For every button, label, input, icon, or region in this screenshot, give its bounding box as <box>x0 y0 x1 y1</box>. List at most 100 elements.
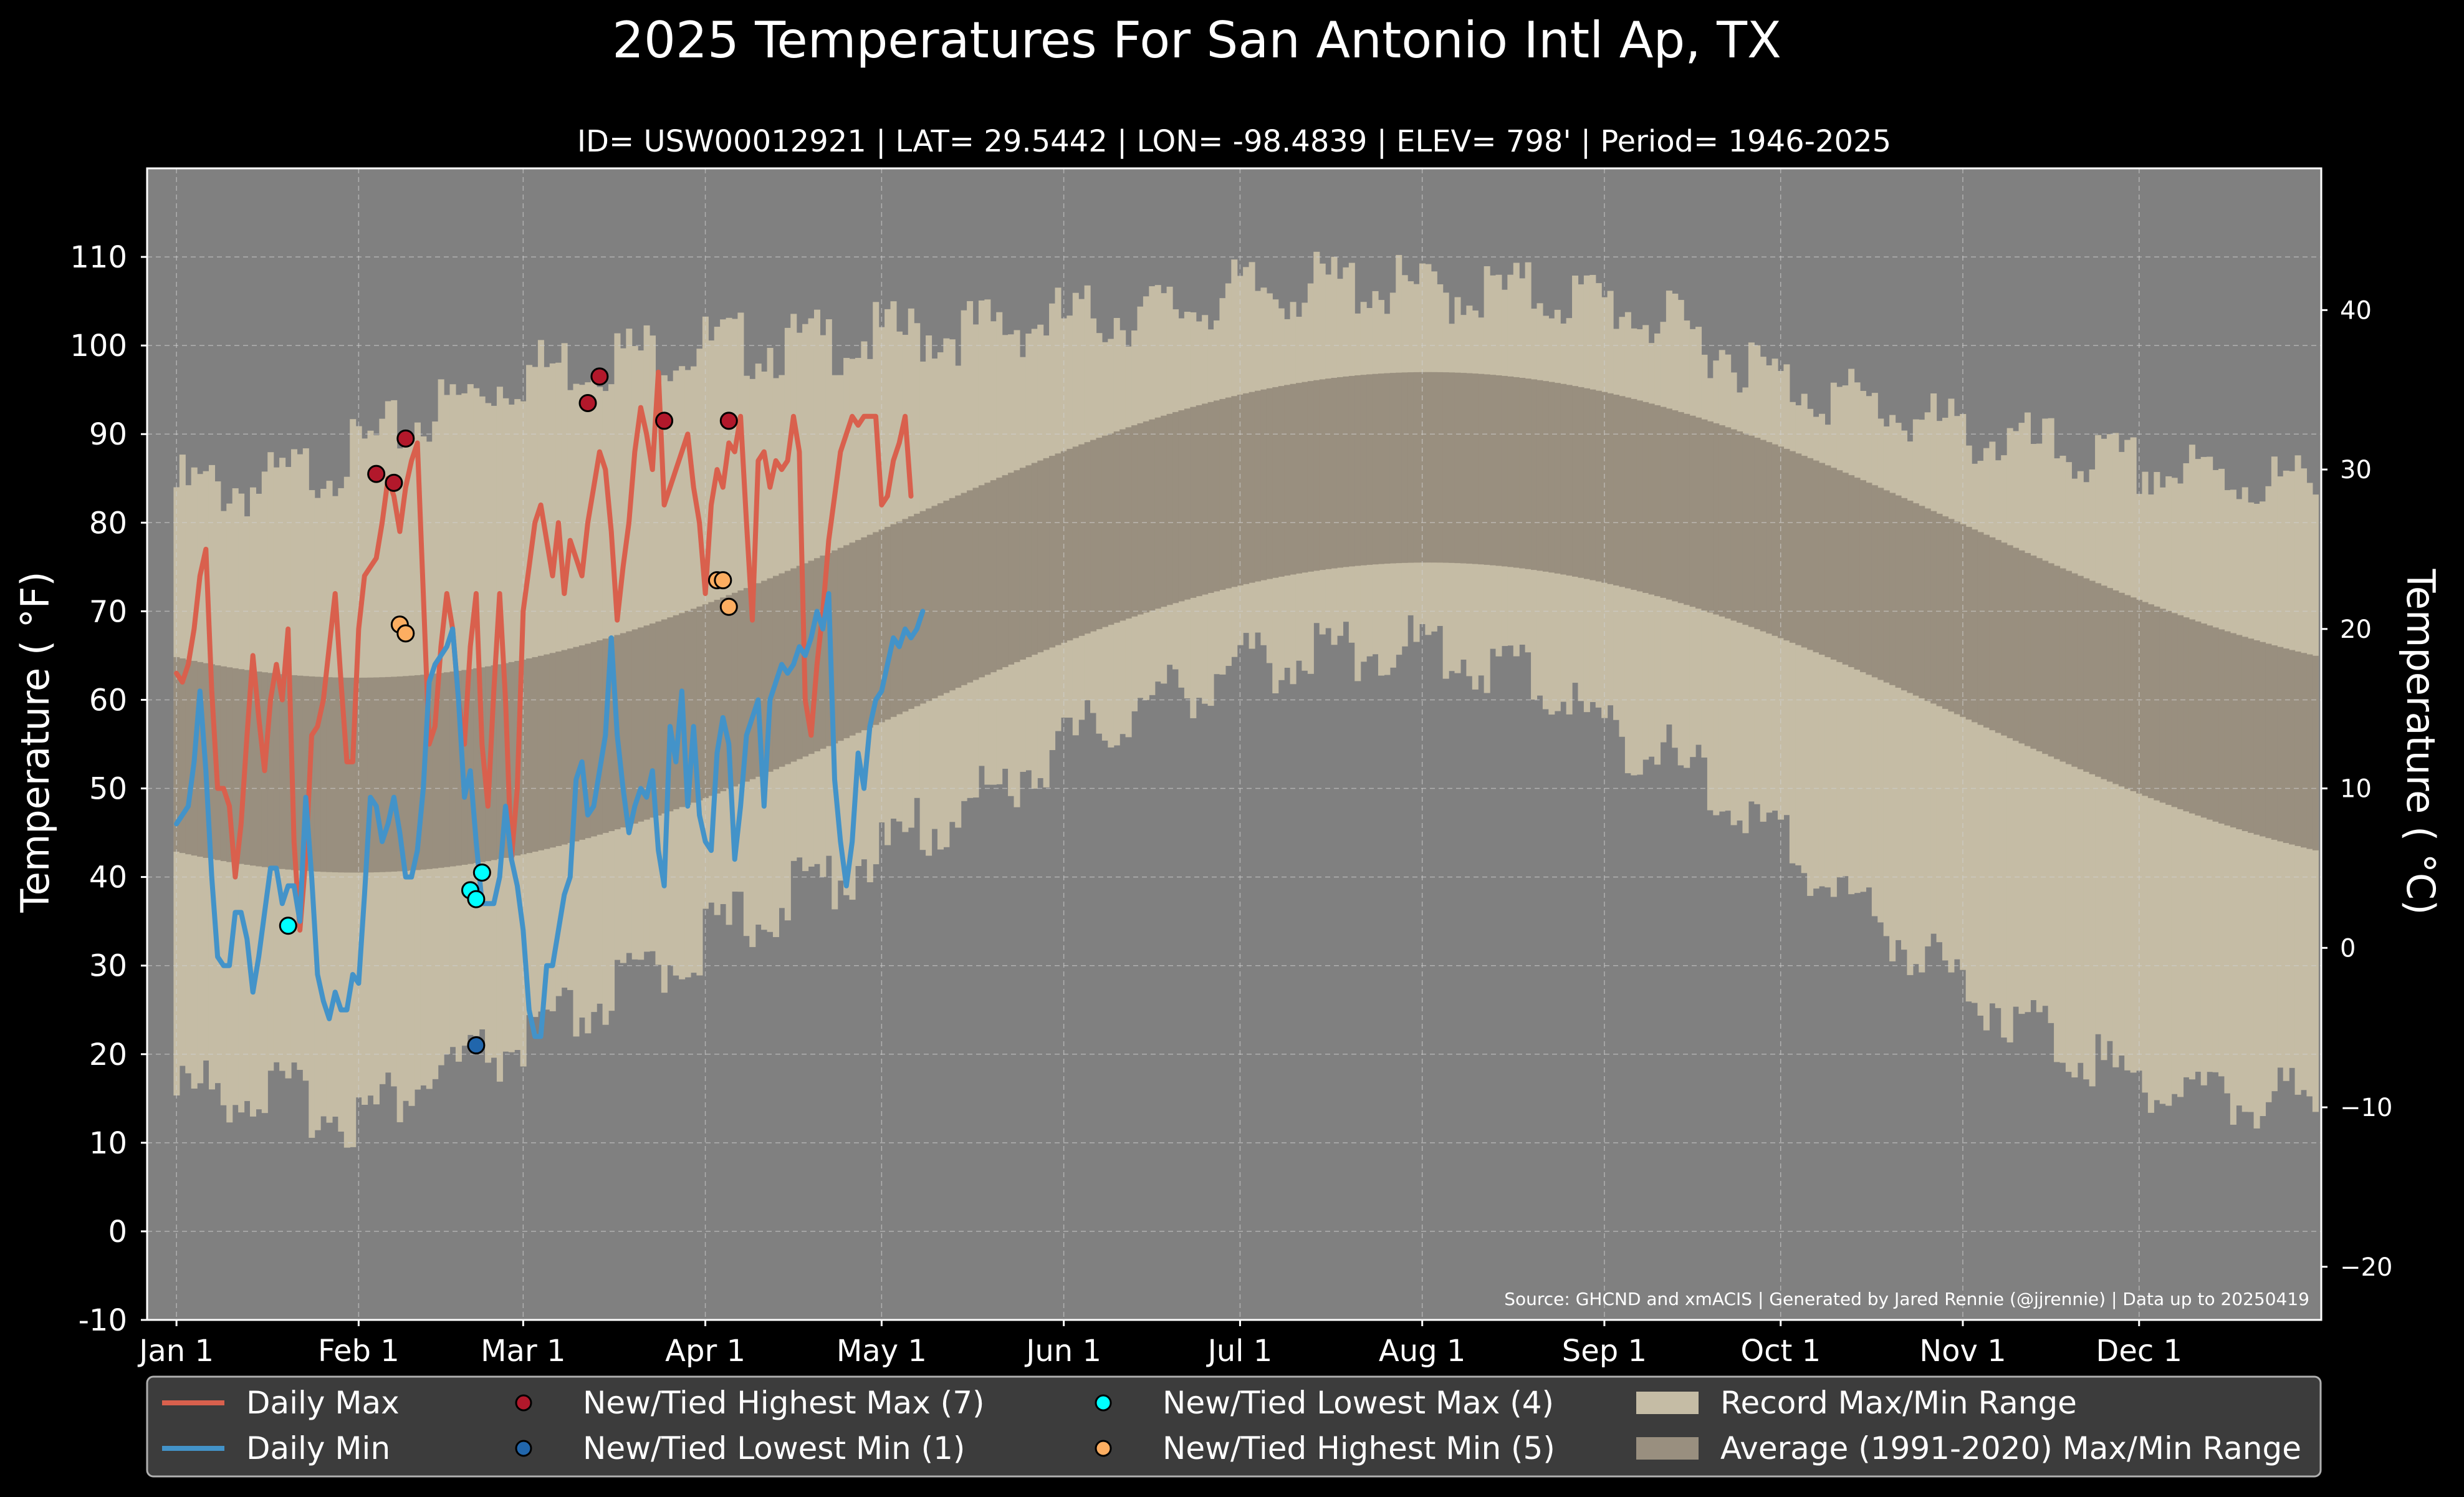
average-range-bar <box>1983 534 1990 728</box>
average-range-bar <box>2071 573 2078 767</box>
record-points <box>279 367 738 1055</box>
average-range-bar <box>1260 389 1267 580</box>
average-range-bar <box>2265 643 2272 839</box>
average-range-bar <box>567 648 574 844</box>
average-range-bar <box>873 532 880 725</box>
average-range-bar <box>1589 389 1596 580</box>
average-range-bar <box>1325 378 1332 569</box>
average-range-bar <box>1536 380 1543 571</box>
average-range-bar <box>1196 405 1202 597</box>
average-range-bar <box>1266 388 1273 579</box>
average-range-bar <box>1431 372 1437 563</box>
average-range-bar <box>455 670 462 866</box>
record-range-bar <box>2001 455 2008 1038</box>
average-range-bar <box>438 673 444 868</box>
legend-dot-swatch <box>515 1394 532 1412</box>
y-tick-label: 50 <box>89 772 127 807</box>
average-range-bar <box>1454 372 1461 564</box>
average-range-bar <box>1407 372 1414 563</box>
average-range-bar <box>1531 379 1538 570</box>
average-range-bar <box>902 519 909 712</box>
average-range-bar <box>926 508 932 701</box>
record-range-bar <box>1983 448 1990 1031</box>
y-tick-label: 100 <box>70 329 127 363</box>
average-range-bar <box>1501 375 1508 567</box>
average-range-bar <box>955 495 962 688</box>
average-range-bar <box>343 677 350 873</box>
average-range-bar <box>1055 453 1062 645</box>
average-range-bar <box>1307 381 1314 572</box>
average-range-bar <box>2001 542 2008 736</box>
average-range-bar <box>2271 645 2278 840</box>
average-range-bar <box>549 653 556 848</box>
average-range-bar <box>931 506 938 698</box>
average-range-bar <box>608 637 615 832</box>
average-range-bar <box>1360 375 1367 566</box>
average-range-bar <box>297 675 304 871</box>
average-range-bar <box>1807 458 1814 650</box>
average-range-bar <box>396 676 403 872</box>
average-range-bar <box>2030 556 2037 749</box>
average-range-bar <box>2077 575 2084 769</box>
x-tick-label: Oct 1 <box>1740 1334 1821 1369</box>
average-range-bar <box>1660 407 1667 598</box>
average-range-bar <box>1413 372 1420 563</box>
average-range-bar <box>667 617 674 812</box>
average-range-bar <box>1096 438 1103 630</box>
y-tick-label: 10 <box>89 1126 127 1161</box>
average-range-bar <box>2248 638 2255 833</box>
x-tick-label: May 1 <box>837 1334 927 1369</box>
average-range-bar <box>949 498 956 691</box>
average-range-bar <box>1442 372 1449 563</box>
average-range-bar <box>1425 372 1432 563</box>
average-range-bar <box>1989 537 1996 731</box>
average-range-bar <box>2165 610 2172 805</box>
x-tick-label: Jul 1 <box>1206 1334 1273 1369</box>
average-range-bar <box>2218 629 2225 824</box>
y-tick-label: 20 <box>89 1037 127 1072</box>
average-range-bar <box>561 650 568 845</box>
average-range-bar <box>696 606 703 801</box>
average-range-bar <box>1554 383 1561 574</box>
average-range-bar <box>2013 547 2020 741</box>
average-range-bar <box>631 629 638 824</box>
average-range-bar <box>866 534 873 728</box>
y-right-tick-label: −20 <box>2340 1253 2392 1282</box>
average-range-bar <box>432 673 439 869</box>
chart-title: 2025 Temperatures For San Antonio Intl A… <box>612 11 1781 69</box>
average-range-bar <box>1737 431 1743 623</box>
average-range-bar <box>526 658 533 854</box>
y-right-tick-label: 10 <box>2340 775 2372 804</box>
average-range-bar <box>1495 375 1502 566</box>
average-range-bar <box>2171 613 2178 807</box>
legend-dot-swatch <box>1095 1394 1112 1412</box>
average-range-bar <box>731 592 739 787</box>
average-range-bar <box>2159 609 2166 803</box>
legend-label: New/Tied Lowest Min (1) <box>583 1430 965 1466</box>
average-range-bar <box>2195 621 2202 816</box>
average-range-bar <box>2042 561 2049 754</box>
average-range-bar <box>555 651 562 846</box>
legend-dot-swatch <box>515 1440 532 1457</box>
average-range-bar <box>385 676 391 872</box>
average-range-bar <box>1871 485 1878 678</box>
average-range-bar <box>2124 595 2131 789</box>
average-range-bar <box>755 583 762 777</box>
average-range-bar <box>1131 425 1138 617</box>
average-range-bar <box>1166 413 1173 605</box>
average-range-bar <box>1319 379 1326 570</box>
average-range-bar <box>1813 460 1819 653</box>
average-range-bar <box>2083 578 2090 772</box>
average-range-bar <box>1249 392 1255 583</box>
average-range-bar <box>1484 374 1490 565</box>
y-right-tick-label: 40 <box>2340 296 2372 325</box>
average-range-bar <box>691 609 697 803</box>
average-range-bar <box>532 657 539 852</box>
average-range-bar <box>1490 375 1497 566</box>
record-range-bar <box>2054 458 2061 1062</box>
average-range-bar <box>179 658 186 854</box>
average-range-bar <box>1778 446 1785 638</box>
average-range-bar <box>638 627 645 822</box>
average-range-bar <box>1372 373 1379 565</box>
